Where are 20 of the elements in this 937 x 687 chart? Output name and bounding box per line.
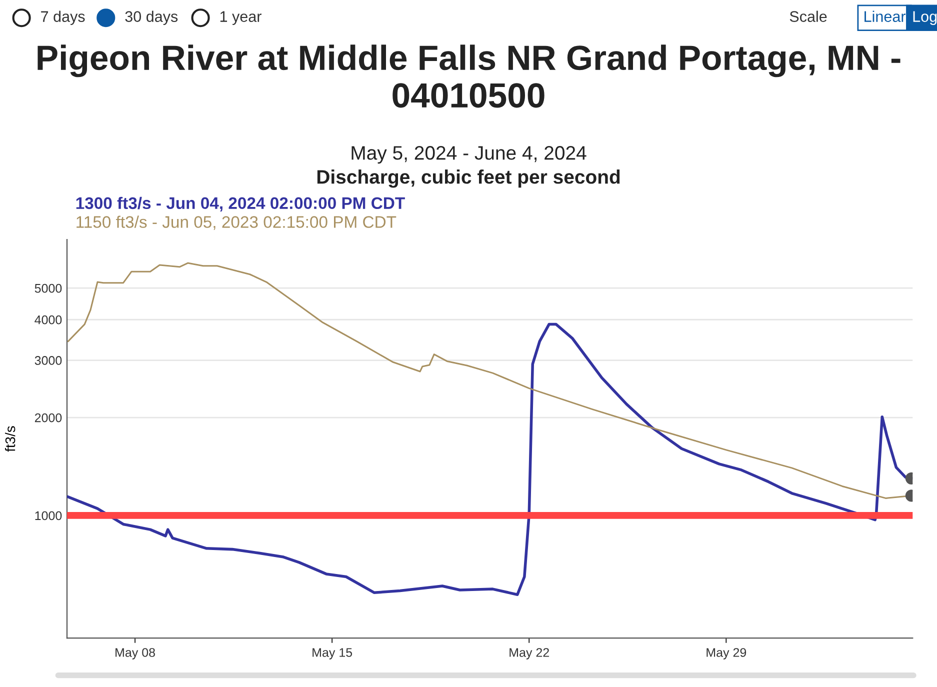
y-tick-label: 3000: [34, 356, 62, 365]
chart-subtitle: May 5, 2024 - June 4, 2024 Discharge, cubic feet per second: [317, 146, 620, 188]
x-tick-label: May 22: [510, 648, 549, 660]
x-tick-label: May 15: [312, 648, 352, 660]
text: Scale: [790, 10, 827, 22]
text: Log: [913, 11, 937, 25]
chart-title: Pigeon River at Middle Falls NR Grand Portage, MN - 04010500: [38, 44, 900, 108]
text: 30 days: [125, 10, 178, 25]
x-tick-label: May 29: [706, 648, 746, 660]
text: 1150 ft3/s - Jun 05, 2023 02:15:00 PM CDT: [76, 216, 396, 230]
y-tick-label: 4000: [34, 315, 62, 324]
text: 1300 ft3/s - Jun 04, 2024 02:00:00 PM CDT: [76, 196, 405, 212]
text: Linear: [864, 10, 906, 22]
y-axis-title: ft3/s: [5, 426, 16, 452]
x-tick-label: May 08: [116, 648, 155, 660]
text: 7 days: [41, 10, 85, 25]
y-tick-label: 2000: [34, 413, 62, 422]
y-tick-label: 1000: [35, 511, 62, 520]
text: 1 year: [220, 11, 262, 25]
y-tick-label: 5000: [34, 284, 62, 293]
